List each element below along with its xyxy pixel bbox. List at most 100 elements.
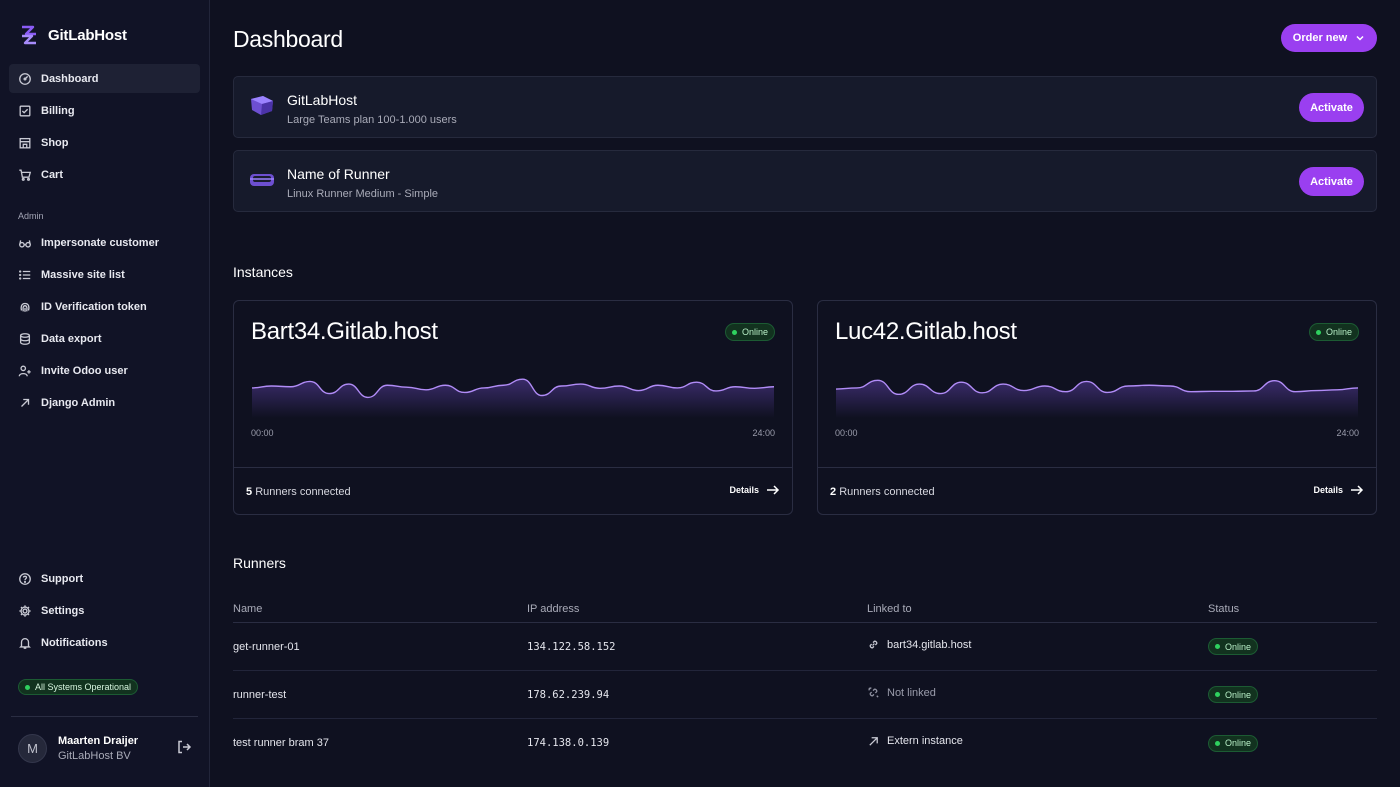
runner-ip: 178.62.239.94 <box>527 688 610 701</box>
broken-link-icon <box>868 687 879 698</box>
nav-item-impersonate[interactable]: Impersonate customer <box>9 228 200 257</box>
table-header: Name IP address Linked to Status <box>233 595 1377 623</box>
admin-section-label: Admin <box>18 211 44 221</box>
instance-card[interactable]: Bart34.Gitlab.host Online 00:00 24:00 5 … <box>233 300 793 515</box>
status-badge: Online <box>1208 686 1259 703</box>
axis-start-label: 00:00 <box>251 428 274 438</box>
system-status-badge[interactable]: All Systems Operational <box>18 679 139 695</box>
chevron-down-icon <box>1356 35 1364 41</box>
nav-item-cart[interactable]: Cart <box>9 160 200 189</box>
nav-label: Cart <box>41 168 64 181</box>
status-text: Online <box>1225 738 1252 748</box>
database-icon <box>19 332 31 345</box>
runners-title: Runners <box>233 555 286 571</box>
admin-nav: Impersonate customer Massive site list I… <box>9 228 200 420</box>
details-label: Details <box>729 485 759 495</box>
arrow-right-icon <box>1351 485 1364 495</box>
nav-item-django-admin[interactable]: Django Admin <box>9 388 200 417</box>
linked-to[interactable]: Extern instance <box>867 735 1208 748</box>
offer-subtitle: Linux Runner Medium - Simple <box>287 188 439 200</box>
order-new-button[interactable]: Order new <box>1281 24 1377 52</box>
linked-to[interactable]: bart34.gitlab.host <box>867 638 1208 651</box>
nav-label: Django Admin <box>41 396 116 409</box>
list-icon <box>19 269 31 280</box>
bell-icon <box>19 637 31 649</box>
sidebar: GitLabHost Dashboard Billing Shop Cart A… <box>0 0 210 787</box>
nav-label: Billing <box>41 104 75 117</box>
runners-label: Runners connected <box>839 486 935 498</box>
details-link[interactable]: Details <box>729 484 780 496</box>
gitlabhost-plan-icon <box>251 96 273 115</box>
nav-item-settings[interactable]: Settings <box>9 596 200 625</box>
sparkline-line <box>836 379 1358 396</box>
nav-item-support[interactable]: Support <box>9 564 200 593</box>
user-profile[interactable]: M Maarten Draijer GitLabHost BV <box>18 734 138 763</box>
table-row[interactable]: test runner bram 37 174.138.0.139 Extern… <box>233 719 1377 767</box>
nav-item-id-verification[interactable]: ID Verification token <box>9 292 200 321</box>
status-dot-icon <box>1215 740 1220 746</box>
offer-subtitle: Large Teams plan 100-1.000 users <box>287 114 457 126</box>
table-row[interactable]: runner-test 178.62.239.94 Not linked Onl… <box>233 671 1377 719</box>
main-nav: Dashboard Billing Shop Cart <box>9 64 200 192</box>
status-dot-icon <box>1315 329 1321 335</box>
status-text: Online <box>1325 327 1352 337</box>
card-divider <box>818 467 1376 468</box>
nav-item-shop[interactable]: Shop <box>9 128 200 157</box>
activity-sparkline <box>252 378 774 418</box>
column-header[interactable]: IP address <box>527 602 580 615</box>
activity-sparkline <box>836 379 1358 418</box>
runner-name: runner-test <box>233 688 287 701</box>
instance-card[interactable]: Luc42.Gitlab.host Online 00:00 24:00 2 R… <box>817 300 1377 515</box>
status-text: Online <box>1225 641 1252 652</box>
details-link[interactable]: Details <box>1313 484 1364 496</box>
nav-label: Notifications <box>41 636 108 649</box>
nav-item-massive-site-list[interactable]: Massive site list <box>9 260 200 289</box>
status-text: Online <box>1225 689 1252 700</box>
offer-card-runner: Name of Runner Linux Runner Medium - Sim… <box>233 150 1377 212</box>
nav-item-invite-odoo[interactable]: Invite Odoo user <box>9 356 200 385</box>
system-status-text: All Systems Operational <box>35 682 132 692</box>
nav-label: Invite Odoo user <box>41 364 128 377</box>
column-header[interactable]: Name <box>233 602 263 615</box>
column-header[interactable]: Status <box>1208 602 1240 615</box>
offer-card-gitlabhost: GitLabHost Large Teams plan 100-1.000 us… <box>233 76 1377 138</box>
activate-button[interactable]: Activate <box>1299 93 1364 122</box>
activate-button[interactable]: Activate <box>1299 167 1364 196</box>
runners-count: 2 <box>830 486 837 498</box>
runner-name: get-runner-01 <box>233 640 300 653</box>
nav-label: Settings <box>41 604 85 617</box>
brand-name: GitLabHost <box>48 26 127 44</box>
nav-label: Data export <box>41 332 102 345</box>
brand[interactable]: GitLabHost <box>18 24 127 46</box>
gitlabhost-logo-icon <box>22 25 36 45</box>
offer-title: GitLabHost <box>287 92 358 108</box>
card-divider <box>234 467 792 468</box>
instances-title: Instances <box>233 264 293 280</box>
linked-to: Not linked <box>867 686 1208 699</box>
nav-item-notifications[interactable]: Notifications <box>9 628 200 657</box>
column-header[interactable]: Linked to <box>867 602 912 615</box>
status-dot-icon <box>1215 692 1220 697</box>
logout-icon[interactable] <box>176 739 192 755</box>
external-arrow-icon <box>21 398 30 407</box>
runner-name: test runner bram 37 <box>233 737 329 749</box>
axis-end-label: 24:00 <box>752 428 775 438</box>
external-arrow-icon <box>869 736 878 746</box>
link-icon <box>869 640 878 649</box>
user-org: GitLabHost BV <box>58 750 131 762</box>
runners-count: 5 <box>246 486 253 498</box>
status-badge: Online <box>1308 323 1359 341</box>
nav-label: Shop <box>41 136 69 149</box>
nav-item-data-export[interactable]: Data export <box>9 324 200 353</box>
table-row[interactable]: get-runner-01 134.122.58.152 bart34.gitl… <box>233 623 1377 671</box>
sparkline-area <box>252 379 774 418</box>
nav-item-billing[interactable]: Billing <box>9 96 200 125</box>
nav-item-dashboard[interactable]: Dashboard <box>9 64 200 93</box>
linked-to-text: Extern instance <box>887 735 963 747</box>
fingerprint-icon <box>20 302 30 312</box>
billing-icon <box>19 105 31 116</box>
page-title: Dashboard <box>233 26 343 52</box>
dashboard-icon <box>19 72 31 85</box>
status-badge: Online <box>724 323 775 341</box>
nav-label: ID Verification token <box>41 300 147 313</box>
